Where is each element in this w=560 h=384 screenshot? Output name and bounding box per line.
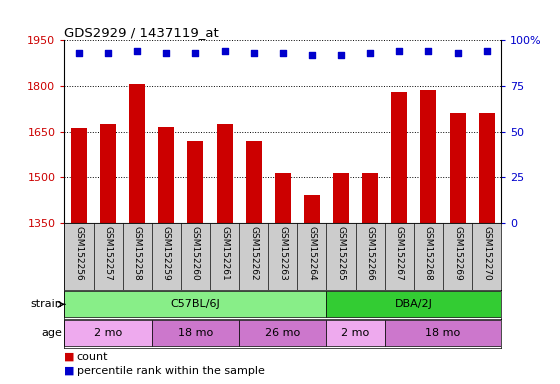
Text: ■: ■ — [64, 352, 75, 362]
Bar — [123, 223, 152, 290]
Text: GSM152256: GSM152256 — [74, 226, 83, 281]
Bar — [152, 320, 239, 346]
Bar — [450, 113, 465, 223]
Bar — [421, 91, 436, 223]
Point — [366, 50, 375, 56]
Text: ■: ■ — [64, 366, 75, 376]
Bar — [362, 172, 378, 223]
Text: 2 mo: 2 mo — [94, 328, 122, 338]
Point — [249, 50, 258, 56]
Bar — [385, 223, 414, 290]
Text: GSM152269: GSM152269 — [453, 226, 462, 281]
Text: 18 mo: 18 mo — [178, 328, 213, 338]
Bar — [268, 223, 297, 290]
Text: 18 mo: 18 mo — [426, 328, 460, 338]
Bar — [158, 127, 174, 223]
Text: GSM152263: GSM152263 — [278, 226, 287, 281]
Text: age: age — [42, 328, 63, 338]
Point — [307, 52, 316, 58]
Point — [104, 50, 113, 56]
Text: GSM152261: GSM152261 — [220, 226, 229, 281]
Point — [337, 52, 346, 58]
Text: C57BL/6J: C57BL/6J — [171, 299, 220, 310]
Bar — [333, 172, 349, 223]
Bar — [64, 320, 152, 346]
Bar — [479, 113, 494, 223]
Bar — [64, 291, 326, 317]
Bar — [304, 195, 320, 223]
Bar — [239, 320, 326, 346]
Bar — [326, 223, 356, 290]
Text: GSM152265: GSM152265 — [337, 226, 346, 281]
Bar — [210, 223, 239, 290]
Point — [395, 48, 404, 55]
Point — [453, 50, 462, 56]
Text: 26 mo: 26 mo — [265, 328, 300, 338]
Text: 2 mo: 2 mo — [342, 328, 370, 338]
Text: percentile rank within the sample: percentile rank within the sample — [77, 366, 264, 376]
Text: GSM152270: GSM152270 — [482, 226, 491, 281]
Text: GSM152264: GSM152264 — [307, 226, 316, 281]
Bar — [414, 223, 443, 290]
Bar — [94, 223, 123, 290]
Bar — [391, 92, 407, 223]
Bar — [239, 223, 268, 290]
Text: GSM152257: GSM152257 — [104, 226, 113, 281]
Text: count: count — [77, 352, 108, 362]
Bar — [188, 141, 203, 223]
Bar — [100, 124, 116, 223]
Point — [482, 48, 491, 55]
Bar — [326, 320, 385, 346]
Bar — [246, 141, 262, 223]
Point — [220, 48, 229, 55]
Bar — [64, 223, 94, 290]
Text: GSM152266: GSM152266 — [366, 226, 375, 281]
Bar — [297, 223, 326, 290]
Text: GDS2929 / 1437119_at: GDS2929 / 1437119_at — [64, 26, 219, 39]
Point — [278, 50, 287, 56]
Bar — [472, 223, 501, 290]
Text: GSM152260: GSM152260 — [191, 226, 200, 281]
Text: GSM152258: GSM152258 — [133, 226, 142, 281]
Point — [133, 48, 142, 55]
Bar — [443, 223, 472, 290]
Text: GSM152259: GSM152259 — [162, 226, 171, 281]
Text: GSM152268: GSM152268 — [424, 226, 433, 281]
Point — [191, 50, 200, 56]
Text: strain: strain — [31, 299, 63, 310]
Bar — [326, 291, 501, 317]
Bar — [181, 223, 210, 290]
Bar — [71, 129, 87, 223]
Bar — [152, 223, 181, 290]
Text: DBA/2J: DBA/2J — [395, 299, 433, 310]
Point — [162, 50, 171, 56]
Bar — [129, 84, 145, 223]
Bar — [356, 223, 385, 290]
Bar — [385, 320, 501, 346]
Point — [424, 48, 433, 55]
Bar — [275, 172, 291, 223]
Point — [74, 50, 83, 56]
Bar — [217, 124, 232, 223]
Text: GSM152267: GSM152267 — [395, 226, 404, 281]
Text: GSM152262: GSM152262 — [249, 226, 258, 281]
